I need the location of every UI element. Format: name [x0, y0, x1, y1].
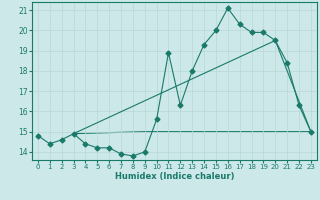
X-axis label: Humidex (Indice chaleur): Humidex (Indice chaleur): [115, 172, 234, 181]
